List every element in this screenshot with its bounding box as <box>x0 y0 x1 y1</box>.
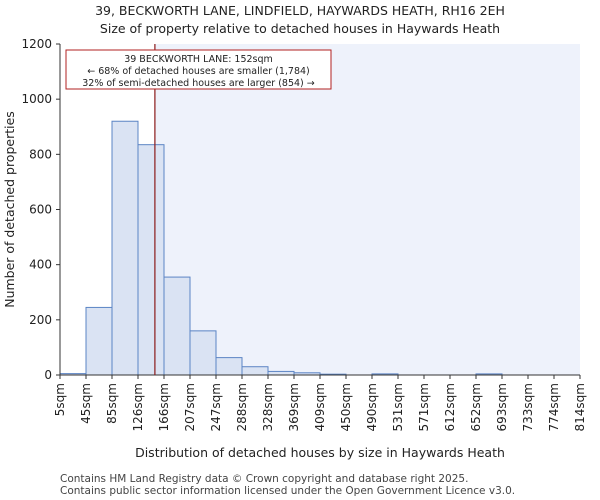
histogram-chart: 0 200 400 600 800 1000 1200 5sqm 45sqm 85sqm 126s… <box>2 37 587 460</box>
bar-288sqm <box>241 366 269 376</box>
x-tick-label: 571sqm <box>417 383 431 431</box>
bar-45sqm <box>85 306 113 376</box>
x-tick-label: 166sqm <box>157 383 171 431</box>
x-tick-label: 814sqm <box>573 383 587 431</box>
bar-247sqm <box>215 357 243 376</box>
plot-highlight-region <box>154 44 580 375</box>
x-tick-label: 5sqm <box>53 383 67 416</box>
annotation-line-2: ← 68% of detached houses are smaller (1,… <box>87 66 310 77</box>
x-tick-label: 207sqm <box>183 383 197 431</box>
annotation-line-3: 32% of semi-detached houses are larger (… <box>82 78 315 89</box>
bar-166sqm <box>163 276 191 376</box>
y-tick-label: 1000 <box>21 92 52 106</box>
y-tick-label: 1200 <box>21 37 52 51</box>
footer-copyright: Contains HM Land Registry data © Crown c… <box>60 473 469 485</box>
chart-subtitle: Size of property relative to detached ho… <box>99 21 501 36</box>
x-tick-label: 45sqm <box>79 383 93 424</box>
chart-title: 39, BECKWORTH LANE, LINDFIELD, HAYWARDS … <box>95 3 505 18</box>
x-tick-label: 450sqm <box>339 383 353 431</box>
x-axis-label: Distribution of detached houses by size … <box>135 445 505 460</box>
y-tick-label: 0 <box>44 368 52 382</box>
x-tick-label: 774sqm <box>547 383 561 431</box>
x-tick-label: 409sqm <box>313 383 327 431</box>
x-tick-label: 693sqm <box>495 383 509 431</box>
x-tick-label: 247sqm <box>209 383 223 431</box>
y-axis-label: Number of detached properties <box>2 111 17 308</box>
annotation-box <box>65 49 332 90</box>
bar-207sqm <box>189 330 217 376</box>
y-tick-label: 600 <box>29 203 52 217</box>
x-tick-label: 328sqm <box>261 383 275 431</box>
y-tick-label: 400 <box>29 258 52 272</box>
x-tick-label: 288sqm <box>235 383 249 431</box>
x-tick-label: 490sqm <box>365 383 379 431</box>
x-tick-label: 85sqm <box>105 383 119 424</box>
y-tick-label: 200 <box>29 313 52 327</box>
x-tick-label: 126sqm <box>131 383 145 431</box>
bar-126sqm <box>137 144 165 376</box>
x-tick-label: 652sqm <box>469 383 483 431</box>
x-tick-label: 612sqm <box>443 383 457 431</box>
x-tick-label: 733sqm <box>521 383 535 431</box>
x-tick-label: 531sqm <box>391 383 405 431</box>
bar-328sqm <box>267 370 295 376</box>
annotation-line-1: 39 BECKWORTH LANE: 152sqm <box>124 54 273 65</box>
footer-licence: Contains public sector information licen… <box>60 485 516 497</box>
x-tick-label: 369sqm <box>287 383 301 431</box>
bar-85sqm <box>111 120 139 376</box>
y-tick-label: 800 <box>29 147 52 161</box>
